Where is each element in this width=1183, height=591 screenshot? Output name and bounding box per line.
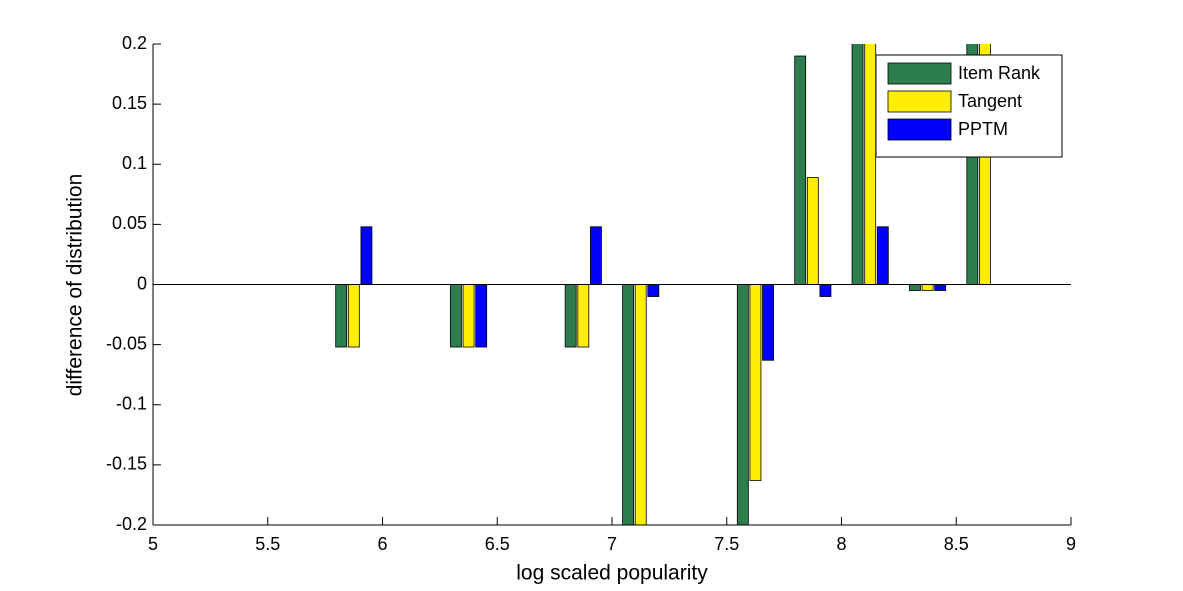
x-tick-label: 8.5 <box>944 534 969 554</box>
bar <box>450 284 462 348</box>
bar <box>851 44 864 285</box>
x-tick-label: 7.5 <box>714 534 739 554</box>
bar <box>360 226 373 285</box>
bar <box>347 284 360 348</box>
bar <box>876 226 889 285</box>
bar <box>564 284 577 348</box>
y-tick-label: 0.15 <box>112 93 147 113</box>
x-tick-label: 7 <box>607 534 617 554</box>
bar <box>475 284 488 348</box>
bar <box>909 284 921 291</box>
bar <box>590 226 602 285</box>
bar <box>921 284 934 291</box>
bar <box>634 284 647 525</box>
x-axis-label: log scaled popularity <box>516 562 708 585</box>
x-tick-label: 8 <box>836 534 846 554</box>
bar <box>794 55 807 285</box>
x-tick-label: 6.5 <box>485 534 510 554</box>
legend-label: Tangent <box>958 91 1022 111</box>
bar <box>622 284 634 525</box>
bar <box>462 284 475 348</box>
legend-label: PPTM <box>958 119 1008 139</box>
x-tick-label: 5.5 <box>255 534 280 554</box>
legend-label: Item Rank <box>958 63 1041 83</box>
bar <box>864 44 877 285</box>
y-tick-label: 0.05 <box>112 213 147 233</box>
bar <box>749 284 762 481</box>
bar <box>577 284 590 348</box>
x-tick-label: 6 <box>377 534 387 554</box>
legend-swatch <box>887 90 952 113</box>
y-tick-label: -0.2 <box>116 514 147 534</box>
y-axis-label: difference of distribution <box>64 174 87 397</box>
legend-swatch <box>887 62 952 85</box>
bar <box>806 177 819 285</box>
bar <box>934 284 947 291</box>
bar <box>762 284 774 361</box>
x-tick-label: 5 <box>148 534 158 554</box>
y-tick-label: -0.15 <box>106 454 147 474</box>
y-tick-label: -0.05 <box>106 333 147 353</box>
x-tick-label: 9 <box>1066 534 1076 554</box>
y-tick-label: -0.1 <box>116 394 147 414</box>
bar <box>647 284 660 297</box>
legend-swatch <box>887 118 952 141</box>
bar <box>335 284 348 348</box>
y-tick-label: 0.2 <box>122 33 147 53</box>
bar <box>819 284 832 297</box>
y-tick-label: 0.1 <box>122 153 147 173</box>
y-tick-label: 0 <box>137 273 147 293</box>
